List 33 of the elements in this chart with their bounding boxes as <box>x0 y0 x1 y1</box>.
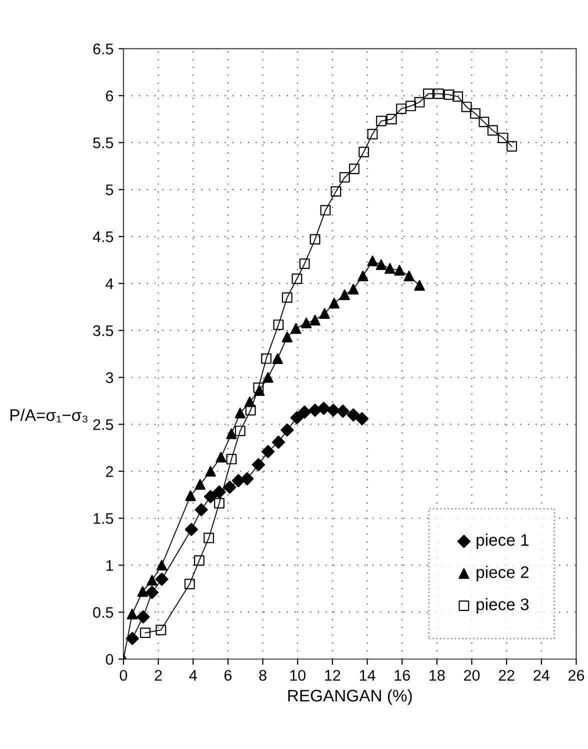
y-tick-label: 4.5 <box>92 232 114 242</box>
x-tick-label: 4 <box>189 670 197 681</box>
x-tick-label: 26 <box>568 670 584 681</box>
y-tick-label: 2.5 <box>93 419 114 430</box>
y-tick-label: 3 <box>106 372 114 384</box>
x-tick-label: 14 <box>360 670 376 681</box>
y-axis-title: P/A=σ₁−σ₃ <box>10 408 88 422</box>
legend-label: piece 1 <box>476 534 529 550</box>
y-tick-label: 6.5 <box>93 44 114 54</box>
x-tick-label: 22 <box>498 670 514 681</box>
x-tick-label: 12 <box>325 670 340 681</box>
y-tick-label: 2 <box>106 466 113 477</box>
x-tick-label: 16 <box>394 670 410 681</box>
y-tick-label: 4 <box>106 278 114 290</box>
legend-label: piece 2 <box>476 566 528 582</box>
x-tick-label: 2 <box>154 670 162 681</box>
legend-label: piece 3 <box>476 598 529 614</box>
y-tick-label: 6 <box>106 90 114 102</box>
y-tick-label: 3.5 <box>93 325 114 336</box>
x-tick-label: 0 <box>120 670 128 681</box>
x-axis-title: REGANGAN (%) <box>288 689 412 705</box>
x-tick-label: 24 <box>534 670 550 681</box>
y-tick-label: 5 <box>106 184 114 196</box>
y-tick-label: 0.5 <box>93 607 114 618</box>
x-tick-label: 10 <box>290 670 306 681</box>
y-tick-label: 1 <box>106 560 114 571</box>
y-tick-label: 1.5 <box>94 513 114 524</box>
y-tick-label: 0 <box>106 654 114 665</box>
y-tick-label: 5.5 <box>93 138 114 148</box>
x-tick-label: 18 <box>430 670 445 681</box>
x-tick-label: 8 <box>259 670 266 681</box>
x-tick-label: 6 <box>224 670 232 681</box>
x-tick-label: 20 <box>464 670 480 681</box>
